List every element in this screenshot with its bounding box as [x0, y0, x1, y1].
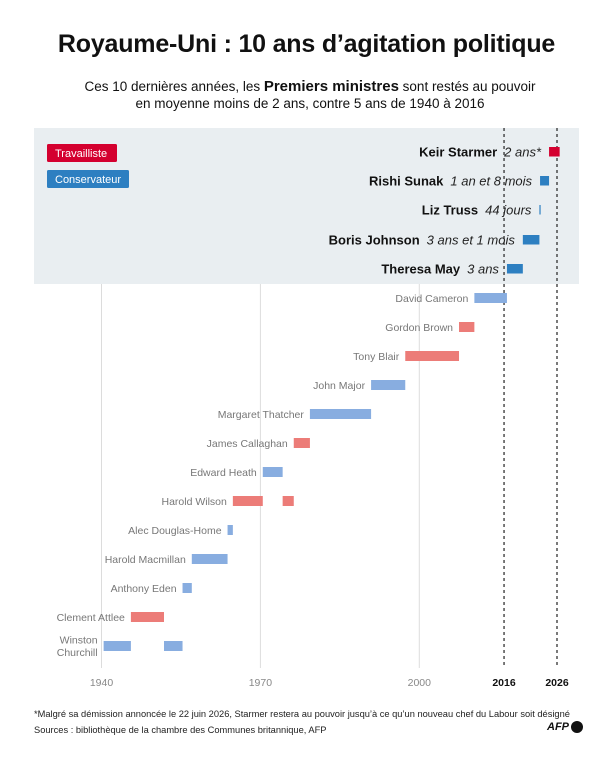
bar-rishi-sunak: [540, 176, 550, 186]
bar-keir-starmer: [549, 147, 560, 157]
recent-highlight-panel: [34, 128, 579, 284]
bar-liz-truss: [539, 205, 541, 215]
legend-label-conservative: Conservateur: [55, 174, 121, 186]
label-david-cameron: David Cameron: [395, 293, 468, 305]
bar-david-cameron: [474, 293, 507, 303]
bar-tony-blair: [405, 351, 460, 361]
label-margaret-thatcher: Margaret Thatcher: [218, 409, 305, 421]
legend-swatch-labour: [47, 144, 117, 162]
label-liz-truss: Liz Truss 44 jours: [422, 203, 532, 218]
bar-harold-wilson: [232, 496, 263, 506]
bar-theresa-may: [506, 264, 523, 274]
afp-logo-dot: [571, 721, 583, 733]
afp-logo-text: AFP: [547, 721, 569, 733]
label-john-major: John Major: [313, 380, 365, 392]
duration-keir-starmer: 2 ans*: [503, 145, 542, 160]
duration-theresa-may: 3 ans: [467, 262, 499, 277]
bar-winston-churchill-1: [163, 641, 183, 651]
footnote: *Malgré sa démission annoncée le 22 juin…: [34, 709, 570, 719]
name-rishi-sunak: Rishi Sunak: [369, 174, 444, 189]
legend-label-labour: Travailliste: [55, 148, 107, 160]
label-winston-churchill-line2: Churchill: [57, 647, 98, 659]
label-tony-blair: Tony Blair: [353, 351, 400, 363]
bar-harold-wilson-1: [282, 496, 294, 506]
label-keir-starmer: Keir Starmer 2 ans*: [419, 145, 542, 160]
duration-liz-truss: 44 jours: [485, 203, 532, 218]
label-harold-wilson: Harold Wilson: [161, 496, 227, 508]
label-james-callaghan: James Callaghan: [207, 438, 288, 450]
x-tick-2016: 2016: [492, 677, 516, 689]
bar-boris-johnson: [522, 235, 540, 245]
duration-rishi-sunak: 1 an et 8 mois: [450, 174, 532, 189]
subtitle-part-1: Ces 10 dernières années, les: [84, 79, 264, 94]
x-tick-1970: 1970: [249, 677, 273, 689]
duration-boris-johnson: 3 ans et 1 mois: [427, 233, 516, 248]
bar-anthony-eden: [182, 583, 192, 593]
chart-title: Royaume-Uni : 10 ans d’agitation politiq…: [57, 30, 556, 58]
label-winston-churchill-line1: Winston: [60, 635, 98, 647]
bar-margaret-thatcher: [309, 409, 372, 419]
subtitle-line-2: en moyenne moins de 2 ans, contre 5 ans …: [135, 96, 485, 111]
bar-clement-attlee: [130, 612, 164, 622]
legend-swatch-conservative: [47, 170, 129, 188]
label-clement-attlee: Clement Attlee: [57, 612, 125, 624]
label-harold-macmillan: Harold Macmillan: [105, 554, 186, 566]
subtitle-part-2: sont restés au pouvoir: [398, 79, 536, 94]
bar-john-major: [371, 380, 406, 390]
timeline-chart: 1940 1970 2000 2016 2026 Travailliste Conserva…: [34, 128, 579, 689]
name-liz-truss: Liz Truss: [422, 203, 478, 218]
bar-alec-douglas-home: [227, 525, 233, 535]
bar-edward-heath: [262, 467, 283, 477]
x-tick-1940: 1940: [90, 677, 114, 689]
bar-harold-macmillan: [191, 554, 228, 564]
subtitle-emphasis: Premiers ministres: [263, 78, 399, 95]
bar-winston-churchill: [103, 641, 131, 651]
afp-logo: AFP: [547, 721, 583, 733]
chart-subtitle: Ces 10 dernières années, les Premiers mi…: [40, 78, 580, 112]
label-boris-johnson: Boris Johnson 3 ans et 1 mois: [329, 233, 516, 248]
name-boris-johnson: Boris Johnson: [329, 233, 420, 248]
label-rishi-sunak: Rishi Sunak 1 an et 8 mois: [369, 174, 533, 189]
label-gordon-brown: Gordon Brown: [385, 322, 453, 334]
label-anthony-eden: Anthony Eden: [111, 583, 177, 595]
name-theresa-may: Theresa May: [381, 262, 461, 277]
name-keir-starmer: Keir Starmer: [419, 145, 497, 160]
label-alec-douglas-home: Alec Douglas-Home: [128, 525, 222, 537]
bar-james-callaghan: [293, 438, 310, 448]
label-theresa-may: Theresa May 3 ans: [381, 262, 499, 277]
x-tick-2000: 2000: [408, 677, 432, 689]
sources: Sources : bibliothèque de la chambre des…: [34, 725, 327, 735]
label-edward-heath: Edward Heath: [190, 467, 257, 479]
bar-gordon-brown: [459, 322, 475, 332]
x-tick-2026: 2026: [545, 677, 569, 689]
